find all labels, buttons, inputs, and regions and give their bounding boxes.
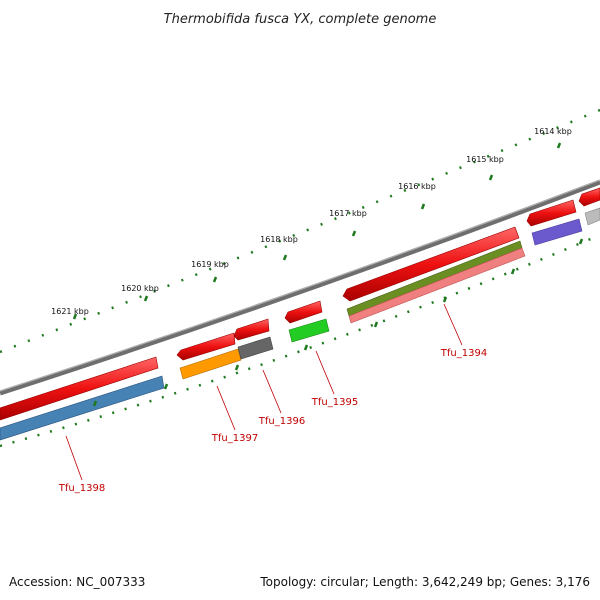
gene-label-tfu-1396: Tfu_1396 bbox=[258, 416, 305, 427]
gene-label-tfu-1395: Tfu_1395 bbox=[311, 397, 358, 408]
kbp-label: 1617 kbp bbox=[329, 209, 367, 218]
cds-arrow bbox=[342, 226, 520, 302]
cds-arrow bbox=[284, 300, 323, 324]
kbp-label: 1620 kbp bbox=[121, 284, 159, 293]
topology-text: Topology: circular; Length: 3,642,249 bp… bbox=[259, 575, 590, 589]
kbp-labels: 1614 kbp 1615 kbp 1616 kbp 1617 kbp 1618… bbox=[51, 127, 572, 316]
forward-cds-track bbox=[0, 187, 600, 421]
accession-text: Accession: NC_007333 bbox=[9, 575, 145, 589]
kbp-label: 1619 kbp bbox=[191, 260, 229, 269]
kbp-label: 1618 kbp bbox=[260, 235, 298, 244]
kbp-label: 1614 kbp bbox=[534, 127, 572, 136]
inner-major-ticks bbox=[92, 238, 584, 407]
kbp-label: 1621 kbp bbox=[51, 307, 89, 316]
scale-ring bbox=[0, 108, 600, 354]
kbp-label: 1615 kbp bbox=[466, 155, 504, 164]
feature-tfu-1394-a bbox=[346, 240, 523, 317]
feature-tfu-1397 bbox=[179, 348, 242, 380]
feature-tfu-1398 bbox=[0, 375, 165, 441]
genome-backbone-highlight bbox=[0, 179, 600, 392]
cds-arrow bbox=[526, 199, 577, 227]
gene-label-tfu-1397: Tfu_1397 bbox=[211, 433, 258, 444]
feature-upstream-2 bbox=[584, 207, 600, 226]
scale-major-ticks bbox=[72, 142, 562, 320]
feature-upstream-1 bbox=[531, 218, 583, 246]
cds-arrow bbox=[578, 187, 600, 207]
cds-arrow bbox=[0, 356, 159, 421]
kbp-label: 1616 kbp bbox=[398, 182, 436, 191]
gene-label-tfu-1398: Tfu_1398 bbox=[58, 483, 105, 494]
feature-tfu-1396 bbox=[237, 336, 274, 360]
feature-tfu-1394-b bbox=[348, 247, 526, 324]
map-title: Thermobifida fusca YX, complete genome bbox=[164, 12, 437, 27]
inner-scale-ring bbox=[0, 233, 600, 448]
gene-label-tfu-1394: Tfu_1394 bbox=[440, 348, 487, 359]
genome-backbone bbox=[0, 179, 600, 396]
gene-labels: Tfu_1394 Tfu_1395 Tfu_1396 Tfu_1397 Tfu_… bbox=[58, 348, 487, 494]
cds-arrow bbox=[233, 318, 270, 341]
cds-arrow bbox=[176, 332, 236, 361]
feature-tfu-1395 bbox=[288, 318, 330, 343]
leader-lines bbox=[65, 303, 463, 481]
feature-track bbox=[0, 207, 600, 441]
